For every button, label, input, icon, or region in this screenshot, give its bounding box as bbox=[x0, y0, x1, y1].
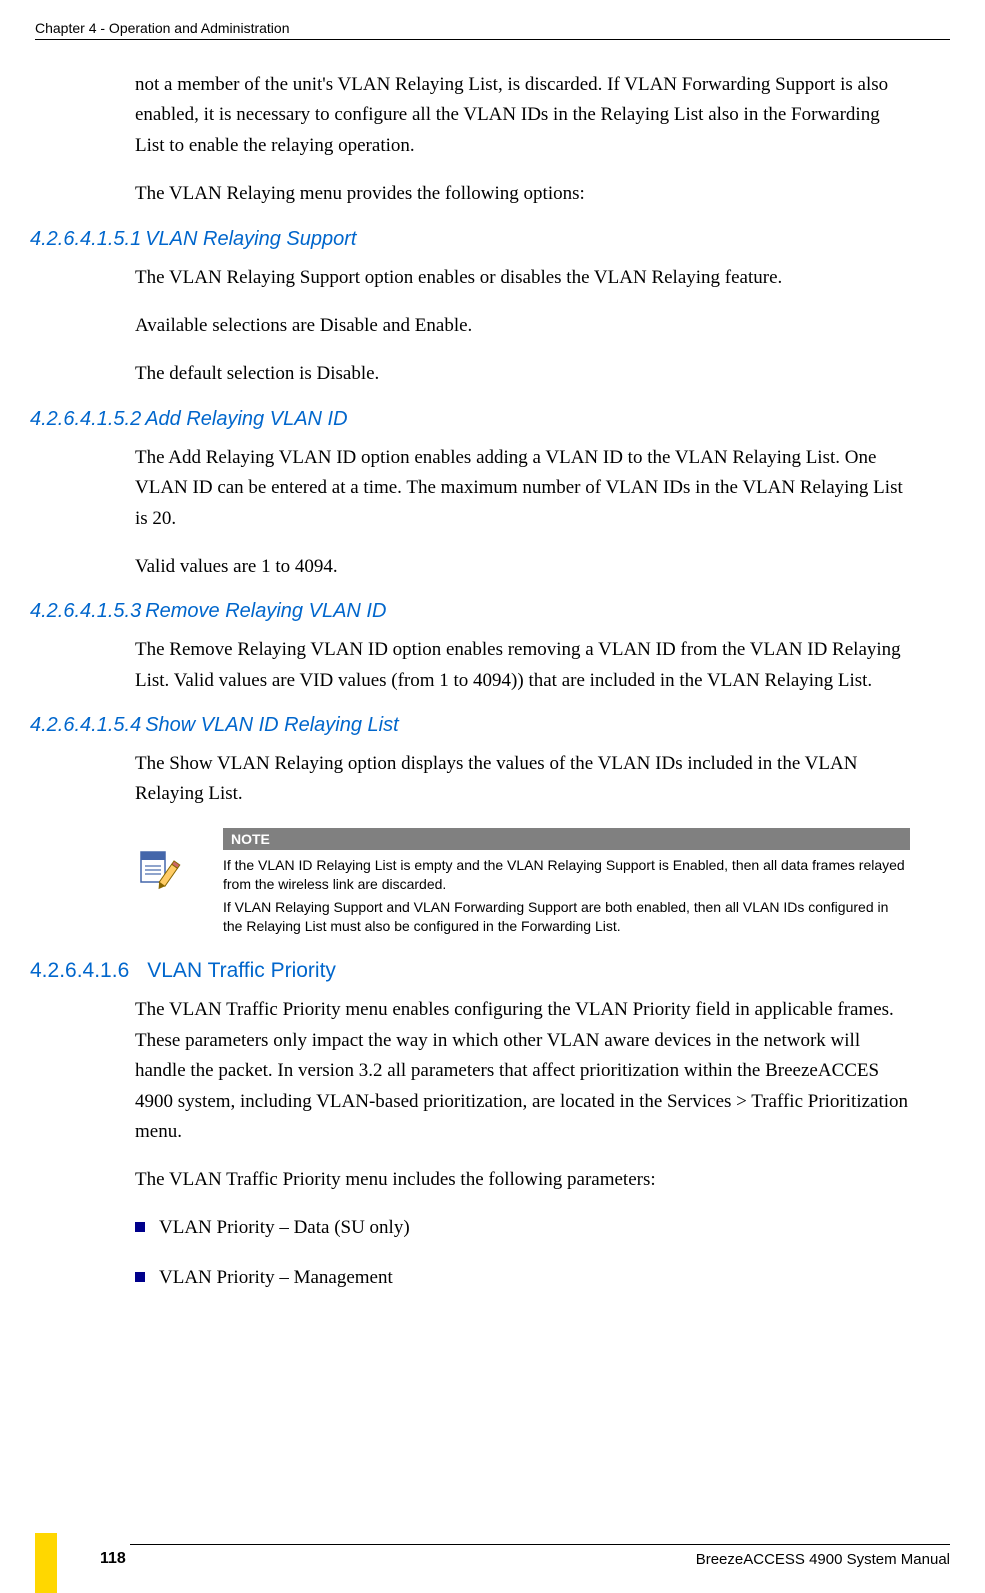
body-paragraph: The VLAN Relaying menu provides the foll… bbox=[135, 179, 910, 209]
section-heading: 4.2.6.4.1.5.3 Remove Relaying VLAN ID bbox=[30, 600, 910, 623]
footer-divider bbox=[130, 1544, 950, 1545]
section-heading: 4.2.6.4.1.5.4 Show VLAN ID Relaying List bbox=[30, 714, 910, 737]
note-text: If VLAN Relaying Support and VLAN Forwar… bbox=[223, 898, 910, 936]
bullet-item: VLAN Priority – Data (SU only) bbox=[135, 1214, 910, 1243]
note-pencil-icon bbox=[135, 846, 183, 894]
section-number: 4.2.6.4.1.5.2 bbox=[30, 408, 141, 431]
body-paragraph: The Remove Relaying VLAN ID option enabl… bbox=[135, 635, 910, 696]
section-number: 4.2.6.4.1.5.1 bbox=[30, 228, 141, 251]
section-heading: 4.2.6.4.1.6 VLAN Traffic Priority bbox=[30, 959, 910, 983]
note-block: NOTE If the VLAN ID Relaying List is emp… bbox=[135, 828, 910, 942]
section-title: Remove Relaying VLAN ID bbox=[145, 600, 386, 623]
manual-title: BreezeACCESS 4900 System Manual bbox=[35, 1551, 950, 1568]
page-footer: BreezeACCESS 4900 System Manual 118 bbox=[35, 1544, 950, 1568]
note-body: If the VLAN ID Relaying List is empty an… bbox=[223, 850, 910, 942]
page-header: Chapter 4 - Operation and Administration bbox=[35, 20, 950, 40]
note-content: NOTE If the VLAN ID Relaying List is emp… bbox=[223, 828, 910, 942]
body-paragraph: The Add Relaying VLAN ID option enables … bbox=[135, 443, 910, 534]
bullet-text: VLAN Priority – Data (SU only) bbox=[159, 1214, 410, 1243]
body-paragraph: The VLAN Relaying Support option enables… bbox=[135, 263, 910, 293]
bullet-text: VLAN Priority – Management bbox=[159, 1264, 393, 1293]
note-text: If the VLAN ID Relaying List is empty an… bbox=[223, 856, 910, 894]
section-title: VLAN Traffic Priority bbox=[147, 959, 336, 983]
section-heading: 4.2.6.4.1.5.1 VLAN Relaying Support bbox=[30, 228, 910, 251]
section-title: VLAN Relaying Support bbox=[145, 228, 356, 251]
section-number: 4.2.6.4.1.5.3 bbox=[30, 600, 141, 623]
body-paragraph: The VLAN Traffic Priority menu enables c… bbox=[135, 995, 910, 1147]
body-paragraph: The VLAN Traffic Priority menu includes … bbox=[135, 1165, 910, 1195]
bullet-item: VLAN Priority – Management bbox=[135, 1264, 910, 1293]
body-paragraph: Valid values are 1 to 4094. bbox=[135, 552, 910, 582]
page-number: 118 bbox=[100, 1550, 126, 1568]
section-number: 4.2.6.4.1.5.4 bbox=[30, 714, 141, 737]
page-content: not a member of the unit's VLAN Relaying… bbox=[135, 70, 910, 1315]
body-paragraph: Available selections are Disable and Ena… bbox=[135, 311, 910, 341]
body-paragraph: not a member of the unit's VLAN Relaying… bbox=[135, 70, 910, 161]
note-label: NOTE bbox=[223, 828, 910, 850]
section-number: 4.2.6.4.1.6 bbox=[30, 959, 129, 983]
section-title: Add Relaying VLAN ID bbox=[145, 408, 347, 431]
bullet-square-icon bbox=[135, 1222, 145, 1232]
body-paragraph: The default selection is Disable. bbox=[135, 359, 910, 389]
bullet-square-icon bbox=[135, 1272, 145, 1282]
body-paragraph: The Show VLAN Relaying option displays t… bbox=[135, 749, 910, 810]
section-title: Show VLAN ID Relaying List bbox=[145, 714, 398, 737]
section-heading: 4.2.6.4.1.5.2 Add Relaying VLAN ID bbox=[30, 408, 910, 431]
chapter-title: Chapter 4 - Operation and Administration bbox=[35, 20, 289, 36]
